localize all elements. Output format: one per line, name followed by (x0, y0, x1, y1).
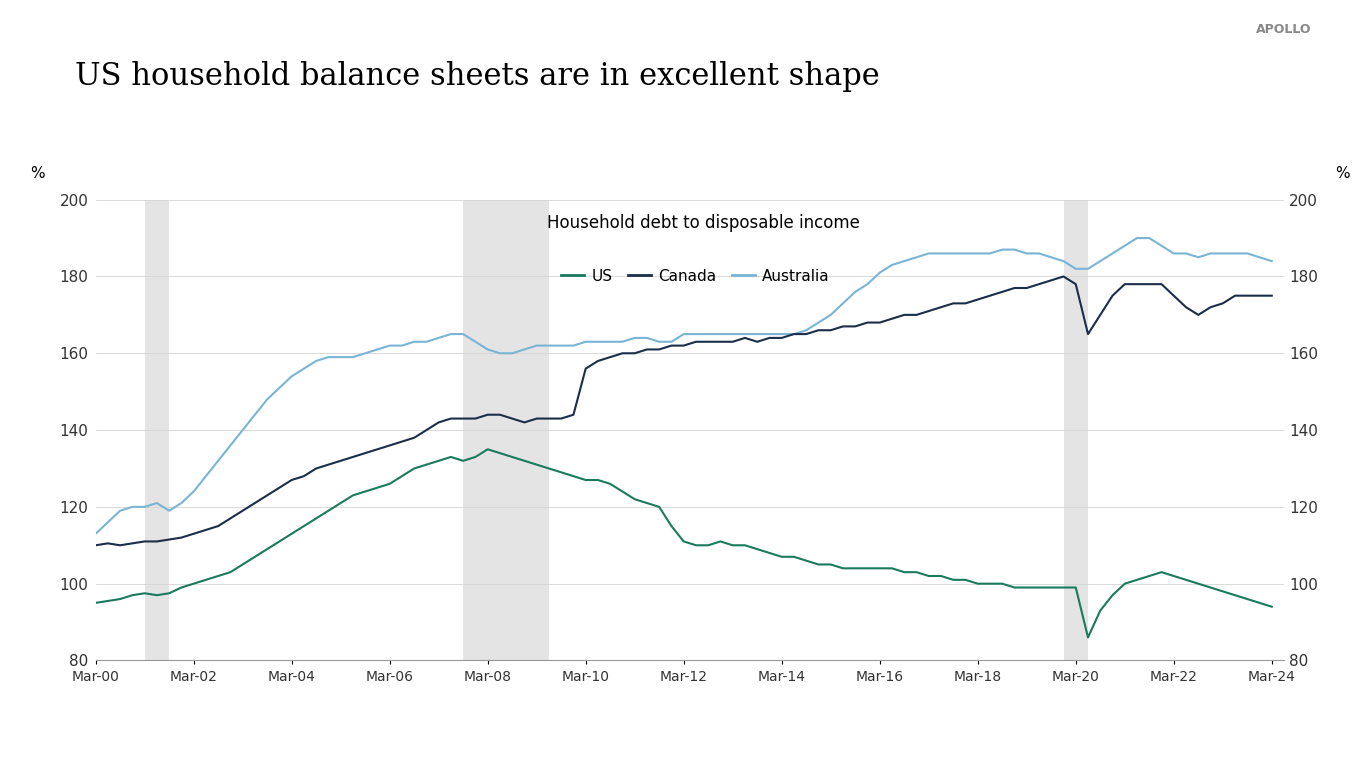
Text: %: % (1335, 166, 1350, 181)
Bar (1064, 200, 1087, 660)
Bar (463, 200, 549, 660)
Text: APOLLO: APOLLO (1255, 23, 1311, 36)
Legend: US, Canada, Australia: US, Canada, Australia (555, 263, 836, 290)
Text: Household debt to disposable income: Household debt to disposable income (548, 214, 861, 231)
Text: US household balance sheets are in excellent shape: US household balance sheets are in excel… (75, 61, 880, 92)
Text: %: % (30, 166, 45, 181)
Bar (145, 200, 169, 660)
